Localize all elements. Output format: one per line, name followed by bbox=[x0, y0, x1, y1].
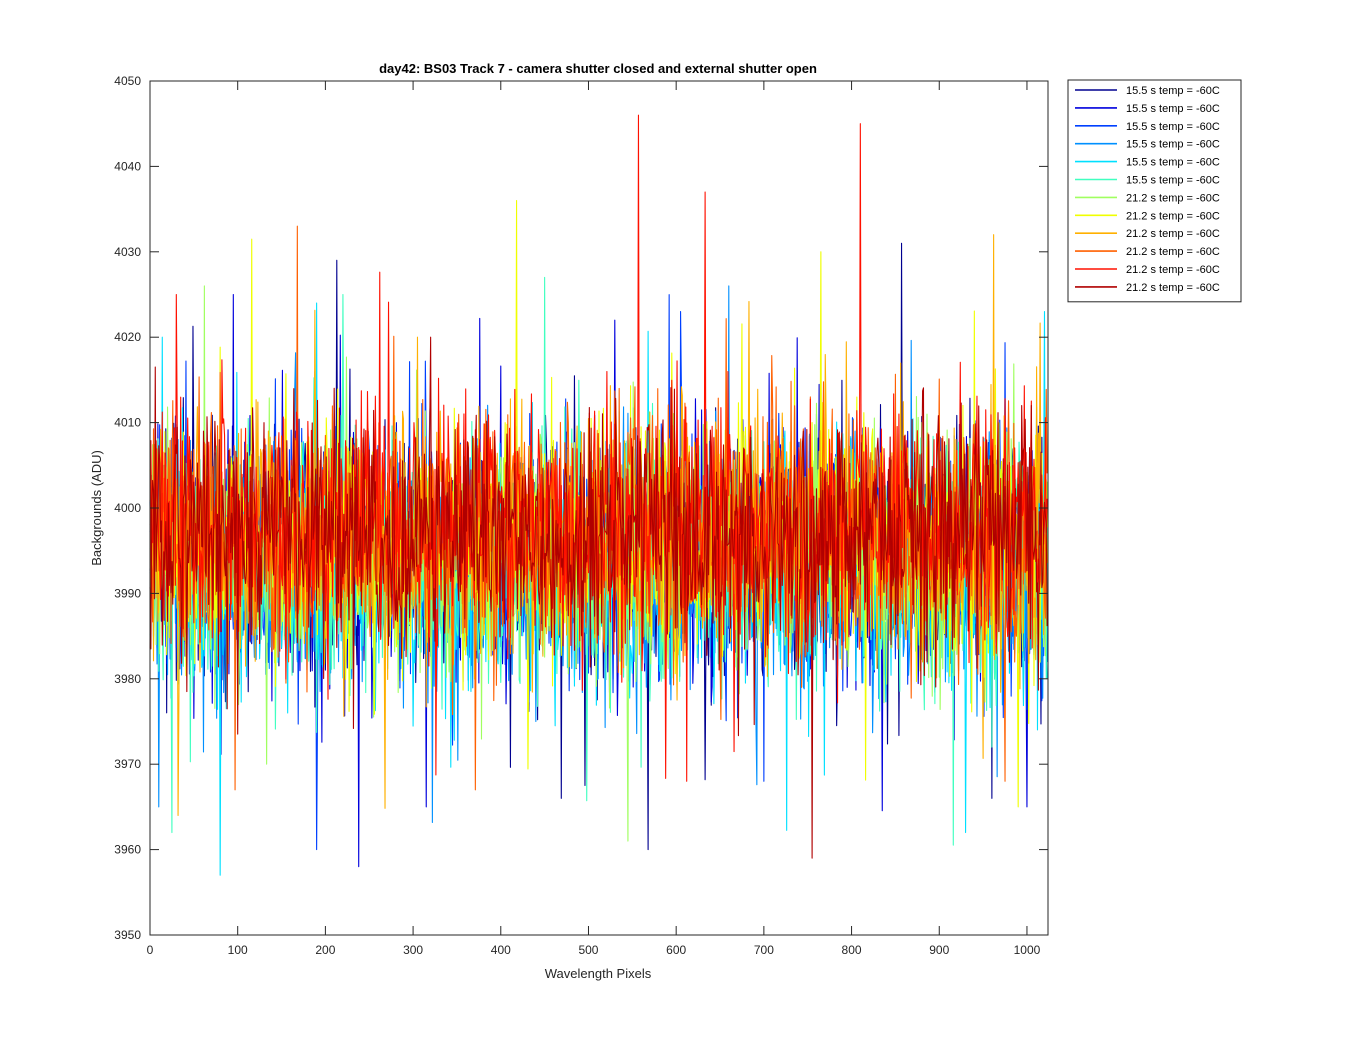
legend-label-3: 15.5 s temp = -60C bbox=[1126, 121, 1220, 133]
legend-box bbox=[1067, 79, 1242, 303]
series-layer bbox=[149, 114, 1048, 876]
x-tick-label-9: 900 bbox=[929, 943, 949, 957]
legend-label-10: 21.2 s temp = -60C bbox=[1126, 246, 1220, 258]
legend-label-8: 21.2 s temp = -60C bbox=[1126, 210, 1220, 222]
x-tick-label-5: 500 bbox=[578, 943, 598, 957]
x-axis-label: Wavelength Pixels bbox=[545, 966, 652, 981]
x-tick-label-10: 1000 bbox=[1014, 943, 1041, 957]
x-tick-label-4: 400 bbox=[491, 943, 511, 957]
legend-label-5: 15.5 s temp = -60C bbox=[1126, 157, 1220, 169]
legend-label-4: 15.5 s temp = -60C bbox=[1126, 139, 1220, 151]
x-tick-label-6: 600 bbox=[666, 943, 686, 957]
x-tick-label-3: 300 bbox=[403, 943, 423, 957]
y-tick-label-7: 4020 bbox=[114, 330, 141, 344]
series-line-12 bbox=[149, 336, 1048, 859]
y-tick-label-5: 4000 bbox=[114, 501, 141, 515]
series-line-11 bbox=[149, 114, 1048, 782]
x-tick-label-1: 100 bbox=[228, 943, 248, 957]
x-tick-label-8: 800 bbox=[842, 943, 862, 957]
legend-label-2: 15.5 s temp = -60C bbox=[1126, 103, 1220, 115]
legend-label-6: 15.5 s temp = -60C bbox=[1126, 175, 1220, 187]
y-tick-label-1: 3960 bbox=[114, 843, 141, 857]
x-tick-label-2: 200 bbox=[315, 943, 335, 957]
legend: 15.5 s temp = -60C 15.5 s temp = -60C 15.5… bbox=[1067, 79, 1242, 303]
y-tick-label-9: 4040 bbox=[114, 159, 141, 173]
y-tick-label-2: 3970 bbox=[114, 757, 141, 771]
y-tick-label-10: 4050 bbox=[114, 74, 141, 88]
chart-title: day42: BS03 Track 7 - camera shutter clo… bbox=[379, 61, 817, 76]
legend-label-11: 21.2 s temp = -60C bbox=[1126, 264, 1220, 276]
x-tick-label-7: 700 bbox=[754, 943, 774, 957]
y-tick-label-8: 4030 bbox=[114, 245, 141, 259]
y-tick-label-4: 3990 bbox=[114, 586, 141, 600]
y-tick-label-3: 3980 bbox=[114, 672, 141, 686]
x-tick-label-0: 0 bbox=[147, 943, 154, 957]
legend-label-7: 21.2 s temp = -60C bbox=[1126, 192, 1220, 204]
y-tick-label-0: 3950 bbox=[114, 928, 141, 942]
y-axis-label: Backgrounds (ADU) bbox=[89, 450, 104, 566]
legend-label-1: 15.5 s temp = -60C bbox=[1126, 85, 1220, 97]
legend-label-9: 21.2 s temp = -60C bbox=[1126, 228, 1220, 240]
legend-label-12: 21.2 s temp = -60C bbox=[1126, 282, 1220, 294]
y-tick-label-6: 4010 bbox=[114, 416, 141, 430]
axes-layer: 0 100 200 300 400 500 600 700 800 900 1000 3950 3960… bbox=[114, 74, 1049, 957]
